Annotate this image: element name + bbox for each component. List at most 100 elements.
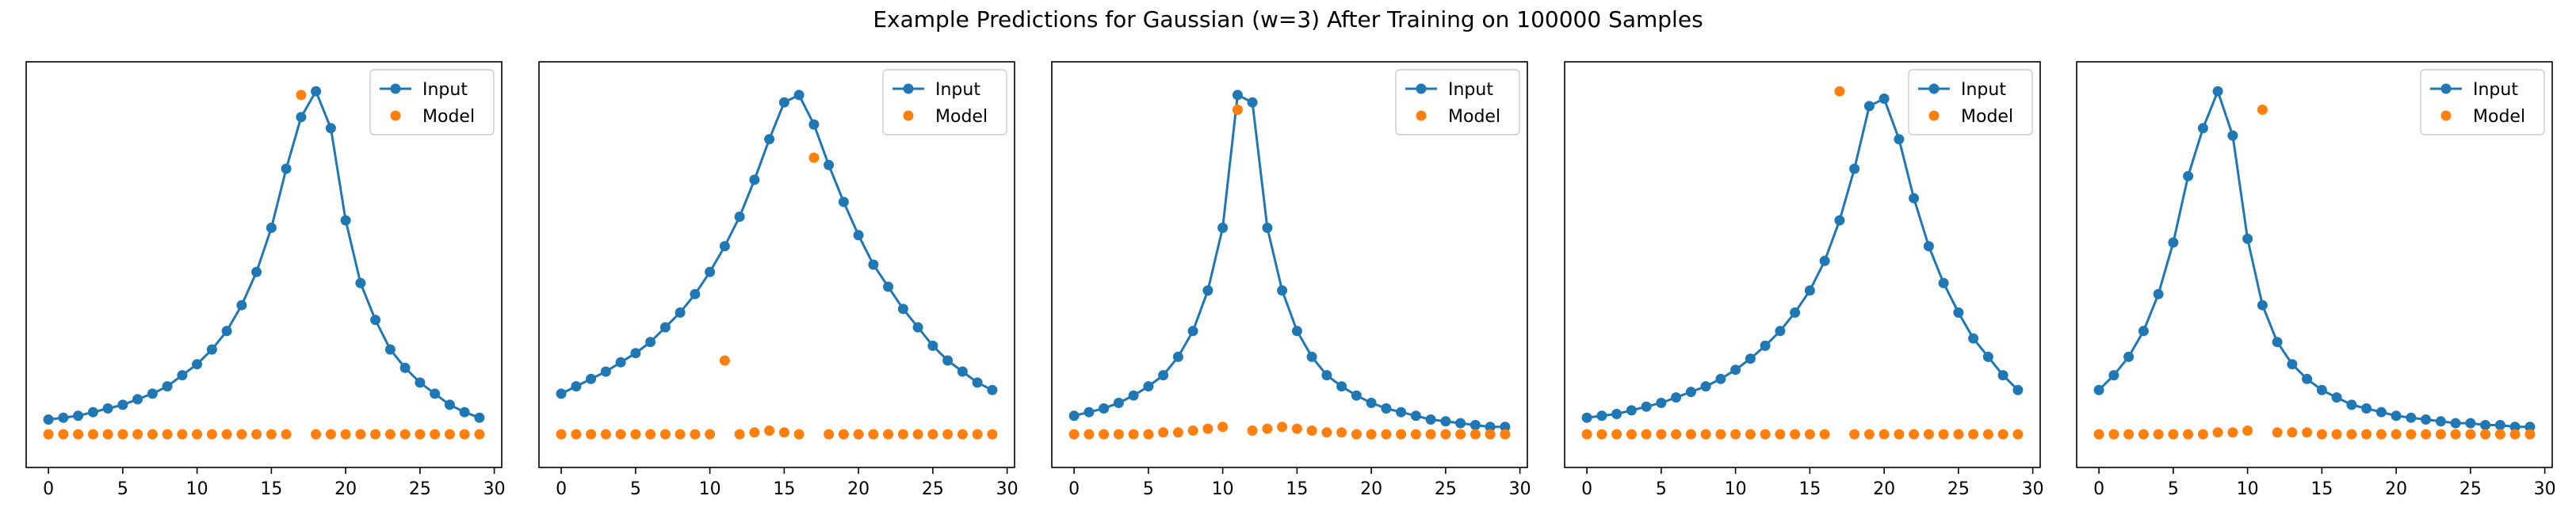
legend-marker-input [390,83,401,94]
data-point [1819,429,1830,440]
data-point [987,429,998,440]
data-point [705,266,716,277]
data-point [1804,429,1815,440]
data-point [192,359,203,370]
data-point [1099,403,1110,414]
data-point [734,429,745,440]
data-point [1202,423,1213,434]
data-point [1336,381,1347,392]
data-point [58,412,69,423]
legend: Input Model [1395,69,1520,135]
data-point [1396,406,1407,418]
data-point [370,429,381,440]
data-point [1596,429,1607,440]
data-point [43,429,54,440]
data-point [459,429,470,440]
data-point [2168,237,2179,248]
subplot-4: 0 5 10 15 20 25 30 Input Model [1564,61,2044,499]
legend-label-input: Input [2473,80,2518,100]
x-tick-label: 5 [2168,479,2179,499]
x-tick-label: 25 [922,479,944,499]
data-point [132,429,143,440]
series-model [43,90,485,440]
data-point [556,388,567,399]
data-point [281,163,292,174]
data-point [2227,427,2238,438]
subplot-1: 0 5 10 15 20 25 30 Input Model [25,61,506,499]
data-point [719,241,730,252]
data-point [251,429,262,440]
data-point [1143,381,1154,392]
x-tick-label: 10 [1725,479,1747,499]
x-tick-label: 0 [1581,479,1592,499]
series-input [2093,86,2536,433]
data-point [1626,405,1637,416]
data-point [1321,427,1332,438]
data-point [2316,429,2327,440]
data-point [1641,429,1652,440]
legend: Input Model [882,69,1007,135]
data-point [2153,429,2164,440]
data-point [972,377,983,388]
data-point [957,366,968,377]
data-point [868,429,879,440]
data-point [1217,223,1229,233]
data-point [1187,326,1198,337]
data-point [1440,429,1451,440]
data-point [2302,373,2313,384]
data-point [1485,429,1496,440]
data-point [2480,420,2491,430]
subplot-5: 0 5 10 15 20 25 30 Input Model [2076,61,2556,499]
data-point [2093,429,2104,440]
data-point [957,429,968,440]
data-point [1351,390,1362,401]
data-point [1351,429,1362,440]
data-point [2012,384,2024,395]
data-point [1217,422,1229,433]
x-tick-label: 25 [1435,479,1457,499]
data-point [1128,390,1139,401]
data-point [1158,427,1169,438]
data-point [1671,392,1682,403]
legend-marker-model [2440,110,2452,121]
x-tick-label: 30 [1509,479,1531,499]
data-point [1656,429,1667,440]
data-point [325,429,336,440]
data-point [2227,130,2238,141]
data-point [474,412,485,423]
data-point [645,337,656,348]
legend-marker-model [1416,110,1427,121]
data-point [2361,403,2372,414]
x-tick-label: 30 [2022,479,2044,499]
data-point [1068,410,1080,422]
data-point [2421,429,2432,440]
data-point [2257,105,2268,115]
data-point [824,429,835,440]
data-point [2242,233,2253,244]
plot-frame [1051,61,1528,468]
data-point [1366,429,1377,440]
data-point [340,215,351,226]
data-point [838,196,849,208]
x-tick-label: 20 [1360,479,1382,499]
x-tick-label: 0 [1068,479,1080,499]
x-tick-label: 20 [1873,479,1895,499]
x-tick-label: 0 [556,479,567,499]
data-point [1500,429,1511,440]
data-point [1715,373,1726,384]
data-point [1381,429,1392,440]
data-point [571,429,582,440]
data-point [2494,420,2505,430]
data-point [221,429,232,440]
x-tick-label: 5 [1656,479,1667,499]
data-point [2287,359,2298,370]
data-point [912,322,923,333]
data-point [659,322,671,333]
x-tick-label: 10 [1212,479,1234,499]
legend-marker-input [903,83,914,94]
data-point [2524,422,2536,433]
series-model [1581,86,2024,440]
data-point [1262,423,1273,434]
subplot-2: 0 5 10 15 20 25 30 Input Model [538,61,1019,499]
series-model [556,152,998,440]
